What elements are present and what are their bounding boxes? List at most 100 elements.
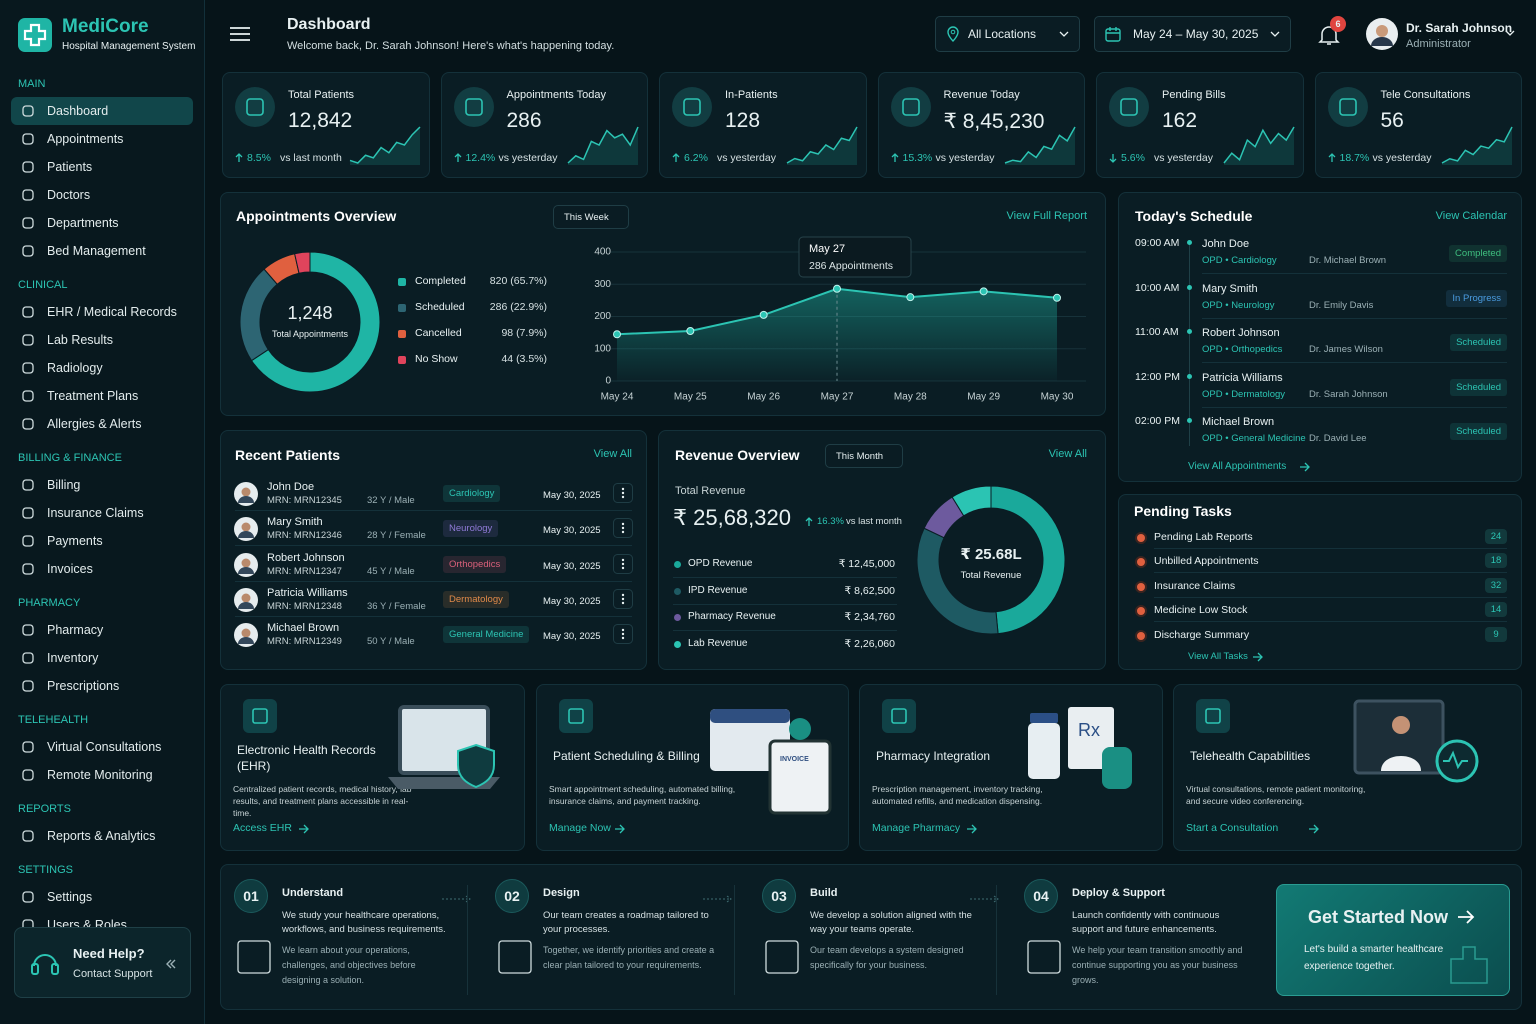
card-link[interactable]: View All <box>593 448 632 460</box>
icon-shape <box>464 98 483 116</box>
nav-label: Appointments <box>47 132 124 146</box>
nav-item[interactable]: Departments <box>11 209 193 237</box>
schedule-footer-link[interactable]: View All Appointments <box>1188 461 1287 472</box>
icon <box>22 362 34 374</box>
step-detail: We learn about your operations, challeng… <box>282 945 416 985</box>
help-title: Need Help? <box>73 946 145 961</box>
kpi-compare: vs yesterday <box>498 152 558 164</box>
nav-item[interactable]: Appointments <box>11 125 193 153</box>
legend-value: 286 (22.9%) <box>489 301 547 313</box>
nav-item[interactable]: Lab Results <box>11 326 193 354</box>
nav-item[interactable]: Remote Monitoring <box>11 761 193 789</box>
row-menu[interactable] <box>613 624 633 645</box>
schedule-doctor: Dr. Sarah Johnson <box>1309 388 1388 400</box>
icon-shape <box>22 189 34 201</box>
schedule-name: Patricia Williams <box>1202 371 1283 384</box>
user-avatar[interactable] <box>1366 18 1398 50</box>
sparkline <box>1441 126 1513 165</box>
step-connector <box>703 895 732 903</box>
feature-link[interactable]: Start a Consultation <box>1186 822 1279 834</box>
task-count: 14 <box>1485 602 1507 618</box>
nav-item[interactable]: Billing <box>11 471 193 499</box>
legend-value: 820 (65.7%) <box>489 275 547 287</box>
icon-shape <box>22 133 34 145</box>
calendar-icon <box>1105 27 1121 42</box>
icon-shape <box>22 334 34 346</box>
timeline <box>1189 241 1190 446</box>
nav-item[interactable]: Insurance Claims <box>11 499 193 527</box>
nav-item[interactable]: Settings <box>11 883 193 911</box>
dept-tag: General Medicine <box>443 626 530 644</box>
sparkline-area <box>1442 127 1512 165</box>
patient-date: May 30, 2025 <box>543 595 601 607</box>
nav-item[interactable]: Payments <box>11 527 193 555</box>
legend-label: Pharmacy Revenue <box>688 611 776 623</box>
arrow-icon <box>299 824 309 834</box>
nav-item[interactable]: Reports & Analytics <box>11 822 193 850</box>
location-label: All Locations <box>968 27 1037 41</box>
nav-item[interactable]: Dashboard <box>11 97 193 125</box>
date-select[interactable]: May 24 – May 30, 2025 <box>1094 16 1291 52</box>
row-menu[interactable] <box>613 483 633 503</box>
icon-shape <box>22 161 34 173</box>
row-menu[interactable] <box>613 518 633 539</box>
schedule-dept: OPD • Cardiology <box>1202 255 1277 266</box>
feature-title: Electronic Health Records (EHR) <box>237 743 376 773</box>
nav-item[interactable]: EHR / Medical Records <box>11 298 193 326</box>
row-menu[interactable] <box>613 553 633 574</box>
nav-item[interactable]: Doctors <box>11 181 193 209</box>
icon-shape <box>568 708 584 724</box>
card-link[interactable]: View Full Report <box>1006 210 1088 222</box>
nav-item[interactable]: Radiology <box>11 354 193 382</box>
nav: MAIN Dashboard Appointments Patients Doctors… <box>0 64 204 939</box>
sparkline-line <box>1222 126 1295 164</box>
feature-link[interactable]: Manage Now <box>549 822 611 834</box>
sidebar: MediCore Hospital Management System MAIN… <box>0 0 205 1024</box>
nav-item[interactable]: Invoices <box>11 555 193 583</box>
sparkline-line <box>786 126 858 164</box>
revenue-compare: vs last month <box>846 516 902 527</box>
menu-dot <box>621 558 625 561</box>
step-description: We study your healthcare operations, wor… <box>282 910 446 935</box>
nav-item[interactable]: Pharmacy <box>11 616 193 644</box>
nav-label: Virtual Consultations <box>47 740 162 754</box>
feature-link[interactable]: Access EHR <box>233 822 292 834</box>
avatar-head <box>241 593 251 603</box>
kpi-change: 18.7% <box>1339 152 1370 164</box>
tasks-link[interactable]: View All Tasks <box>1188 651 1248 662</box>
menu-bg <box>613 518 633 539</box>
connector <box>703 895 732 903</box>
divider <box>673 577 897 578</box>
feature-link[interactable]: Manage Pharmacy <box>872 822 961 834</box>
kpi-card: Revenue Today ₹ 8,45,230 15.3% vs yesterday <box>877 72 1085 178</box>
help-box[interactable]: Need Help? Contact Support <box>14 927 191 998</box>
icon-shape <box>22 245 34 257</box>
menu-dot <box>621 523 625 526</box>
location-select[interactable]: All Locations <box>935 16 1080 52</box>
kpi-value: 12,842 <box>288 109 353 132</box>
nav-label: Pharmacy <box>47 623 104 637</box>
revenue-change: 16.3% <box>817 516 844 527</box>
nav-label: Inventory <box>47 651 99 665</box>
card-link[interactable]: View Calendar <box>1435 210 1507 222</box>
schedule-dept: OPD • Orthopedics <box>1202 344 1283 355</box>
menu-dot <box>621 491 625 495</box>
menu-button[interactable] <box>230 26 250 42</box>
card-link[interactable]: View All <box>1048 448 1087 460</box>
filter-select[interactable]: This Week <box>553 205 629 229</box>
y-tick-label: 400 <box>594 247 611 258</box>
row-menu[interactable] <box>613 588 633 609</box>
nav-item[interactable]: Patients <box>11 153 193 181</box>
cta-button[interactable]: Get Started Now Let's build a smarter hea… <box>1276 884 1510 996</box>
nav-item[interactable]: Virtual Consultations <box>11 733 193 761</box>
nav-item[interactable]: Inventory <box>11 644 193 672</box>
feature-card: Telehealth Capabilities Virtual consultat… <box>1173 684 1522 851</box>
nav-item[interactable]: Prescriptions <box>11 672 193 700</box>
nav-item[interactable]: Bed Management <box>11 237 193 265</box>
filter-select[interactable]: This Month <box>825 444 903 468</box>
date-label: May 24 – May 30, 2025 <box>1133 27 1259 41</box>
divider <box>235 615 632 617</box>
x-tick-label: May 29 <box>967 392 1000 403</box>
nav-item[interactable]: Treatment Plans <box>11 382 193 410</box>
nav-item[interactable]: Allergies & Alerts <box>11 410 193 438</box>
